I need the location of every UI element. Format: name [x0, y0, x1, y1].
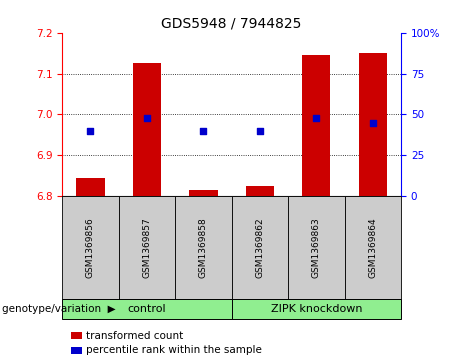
Text: genotype/variation  ▶: genotype/variation ▶ — [2, 305, 116, 314]
Bar — [62, 196, 118, 299]
Point — [200, 128, 207, 134]
Bar — [231, 299, 401, 319]
Bar — [359, 53, 387, 196]
Text: ZIPK knockdown: ZIPK knockdown — [271, 305, 362, 314]
Bar — [118, 196, 175, 299]
Text: transformed count: transformed count — [86, 331, 183, 341]
Text: GSM1369862: GSM1369862 — [255, 217, 265, 278]
Text: GSM1369864: GSM1369864 — [368, 217, 378, 278]
Text: control: control — [128, 305, 166, 314]
Text: GSM1369856: GSM1369856 — [86, 217, 95, 278]
Bar — [302, 55, 331, 196]
Bar — [288, 196, 344, 299]
Text: percentile rank within the sample: percentile rank within the sample — [86, 345, 262, 355]
Point — [256, 128, 264, 134]
Bar — [133, 63, 161, 196]
Bar — [231, 196, 288, 299]
Point — [313, 115, 320, 121]
Text: GSM1369858: GSM1369858 — [199, 217, 208, 278]
Text: GSM1369863: GSM1369863 — [312, 217, 321, 278]
Bar — [344, 196, 401, 299]
Bar — [175, 196, 231, 299]
Bar — [62, 299, 231, 319]
Point — [143, 115, 151, 121]
Text: GSM1369857: GSM1369857 — [142, 217, 152, 278]
Bar — [77, 178, 105, 196]
Bar — [189, 190, 218, 196]
Bar — [246, 186, 274, 196]
Point — [369, 120, 377, 126]
Point — [87, 128, 94, 134]
Title: GDS5948 / 7944825: GDS5948 / 7944825 — [161, 16, 302, 30]
